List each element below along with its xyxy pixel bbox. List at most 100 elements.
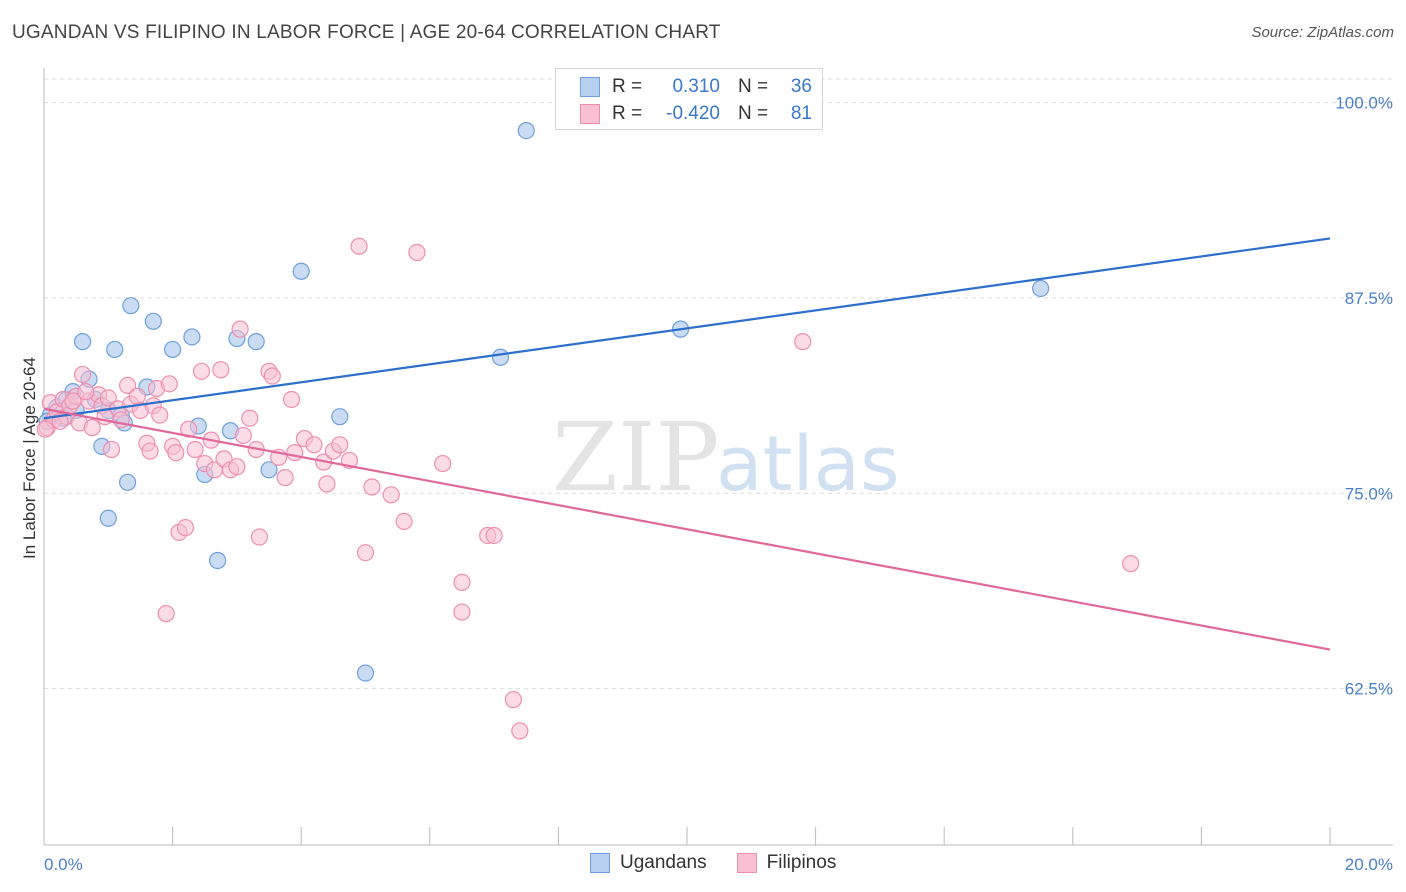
filipino-point bbox=[356, 544, 375, 562]
ugandan-point bbox=[356, 664, 375, 682]
filipino-point bbox=[263, 367, 281, 385]
filipino-point bbox=[83, 419, 101, 437]
filipino-point bbox=[180, 420, 198, 438]
y-axis-label: In Labor Force | Age 20-64 bbox=[20, 357, 39, 559]
ugandan-point bbox=[144, 312, 162, 330]
filipino-point bbox=[511, 722, 529, 740]
ugandan-point bbox=[517, 121, 535, 140]
filipino-point bbox=[485, 526, 503, 545]
filipino-point bbox=[276, 469, 294, 487]
filipino-point bbox=[228, 458, 246, 476]
x-tick-label: 0.0% bbox=[44, 855, 83, 874]
ugandan-point bbox=[118, 473, 137, 491]
filipino-point bbox=[73, 365, 92, 384]
ugandan-point bbox=[164, 340, 182, 359]
filipino-point bbox=[36, 420, 54, 438]
filipino-point bbox=[282, 390, 301, 409]
ugandan-point bbox=[73, 333, 92, 351]
legend-item-filipinos[interactable]: Filipinos bbox=[736, 852, 837, 874]
filipino-point bbox=[453, 603, 471, 621]
y-tick-label: 100.0% bbox=[1335, 93, 1393, 112]
filipino-point bbox=[1122, 555, 1140, 573]
filipino-point bbox=[318, 475, 336, 493]
filipino-point bbox=[77, 383, 95, 401]
watermark-zip: ZIP bbox=[552, 403, 719, 513]
legend-row-filipinos: R = -0.420 N = 81 bbox=[580, 101, 812, 127]
filipino-point bbox=[192, 362, 211, 380]
watermark-atlas: atlas bbox=[716, 419, 900, 508]
filipino-point bbox=[231, 320, 249, 338]
y-tick-label: 62.5% bbox=[1345, 680, 1393, 699]
filipino-point bbox=[453, 573, 471, 591]
filipino-point bbox=[99, 389, 117, 407]
filipino-point bbox=[118, 376, 137, 394]
x-tick-labels: 0.0% 20.0% bbox=[44, 855, 1393, 874]
filipino-point bbox=[234, 426, 252, 445]
y-tick-label: 75.0% bbox=[1345, 484, 1393, 503]
filipino-point bbox=[350, 237, 368, 255]
legend-label-ugandans: Ugandans bbox=[620, 852, 707, 873]
ugandan-swatch bbox=[580, 77, 600, 97]
filipino-point bbox=[160, 375, 178, 393]
filipino-trendline bbox=[43, 407, 1331, 651]
ugandan-point bbox=[247, 333, 265, 351]
correlation-legend: R = 0.310 N = 36 R = -0.420 N = 81 bbox=[555, 68, 823, 130]
ugandan-point bbox=[209, 551, 227, 570]
ugandan-point bbox=[331, 408, 349, 426]
r-value: 0.310 bbox=[672, 76, 720, 97]
filipino-point bbox=[331, 436, 349, 454]
y-tick-label: 87.5% bbox=[1345, 289, 1393, 308]
ugandan-point bbox=[122, 297, 140, 315]
n-value: 81 bbox=[790, 103, 812, 124]
ugandan-trendline bbox=[43, 237, 1331, 420]
filipino-point bbox=[128, 387, 146, 405]
filipino-point bbox=[434, 454, 452, 473]
n-label: N = bbox=[738, 76, 769, 97]
filipino-point bbox=[186, 440, 204, 459]
legend-label-filipinos: Filipinos bbox=[766, 852, 837, 873]
filipino-point bbox=[212, 361, 230, 379]
ugandan-point bbox=[1032, 279, 1050, 298]
filipino-point bbox=[176, 519, 195, 537]
ugandan-point bbox=[99, 509, 117, 527]
chart-title: UGANDAN VS FILIPINO IN LABOR FORCE | AGE… bbox=[12, 22, 721, 43]
x-tick-label: 20.0% bbox=[1345, 855, 1393, 874]
filipino-point bbox=[141, 442, 159, 460]
filipino-point bbox=[250, 528, 269, 546]
ugandan-point bbox=[260, 461, 278, 479]
legend-item-ugandans[interactable]: Ugandans bbox=[590, 852, 707, 874]
trendlines bbox=[43, 237, 1331, 651]
filipino-point bbox=[64, 392, 82, 410]
filipino-point bbox=[408, 243, 426, 262]
r-label: R = bbox=[612, 76, 643, 97]
filipino-point bbox=[151, 406, 169, 424]
ugandan-point bbox=[491, 348, 510, 366]
series-ugandans bbox=[38, 121, 1050, 682]
filipino-point bbox=[504, 691, 522, 709]
r-label: R = bbox=[612, 103, 643, 124]
ugandan-swatch bbox=[590, 853, 610, 873]
filipino-point bbox=[157, 605, 175, 623]
filipino-point bbox=[102, 440, 121, 459]
n-label: N = bbox=[738, 103, 769, 124]
ugandan-point bbox=[292, 262, 310, 280]
n-value: 36 bbox=[790, 76, 812, 97]
filipino-point bbox=[167, 444, 185, 462]
filipino-swatch bbox=[580, 104, 600, 124]
series-legend: Ugandans Filipinos bbox=[590, 852, 866, 874]
filipino-point bbox=[363, 478, 381, 496]
legend-row-ugandans: R = 0.310 N = 36 bbox=[580, 74, 812, 100]
r-value: -0.420 bbox=[666, 103, 720, 124]
axes bbox=[43, 68, 1393, 846]
source-credit: Source: ZipAtlas.com bbox=[1251, 24, 1394, 41]
filipino-point bbox=[395, 512, 413, 531]
ugandan-point bbox=[183, 328, 201, 346]
filipino-point bbox=[794, 333, 812, 351]
y-tick-labels: 100.0% 87.5% 75.0% 62.5% bbox=[1335, 93, 1393, 698]
grid-lines bbox=[44, 78, 1393, 690]
filipino-point bbox=[305, 436, 323, 454]
ugandan-point bbox=[106, 340, 124, 359]
filipino-point bbox=[382, 486, 400, 504]
filipino-point bbox=[241, 409, 259, 427]
